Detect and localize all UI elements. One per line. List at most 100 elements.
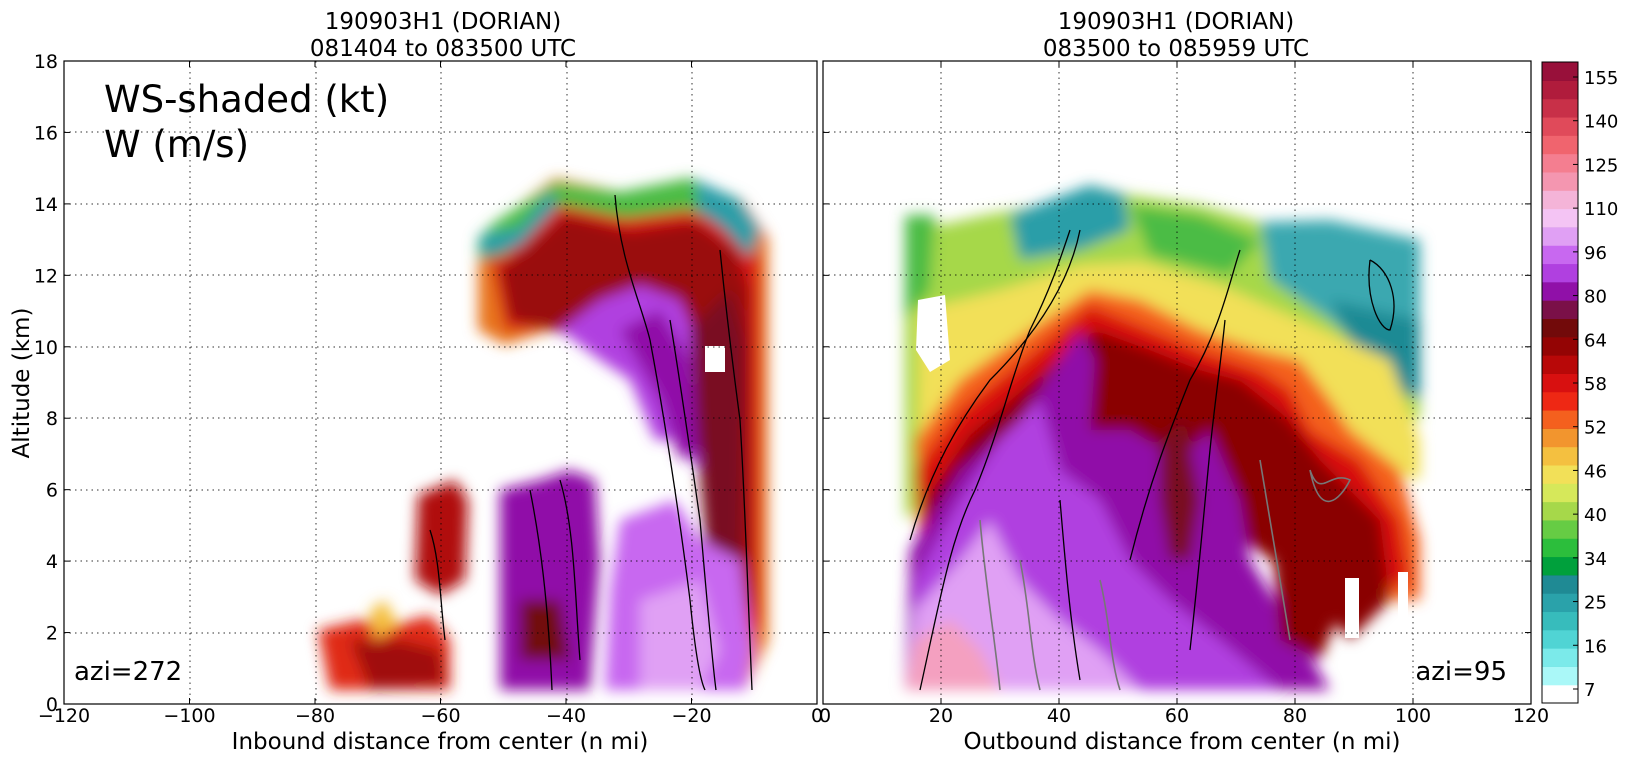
right-wind-field: [905, 185, 1420, 691]
left-x-tick-label: −100: [163, 705, 215, 727]
colorbar-tick-label: 25: [1584, 593, 1607, 614]
colorbar-tick-label: 58: [1584, 374, 1607, 395]
y-tick-label: 16: [34, 122, 58, 144]
colorbar-tick-label: 46: [1584, 461, 1607, 482]
right-x-tick-label: 40: [1047, 705, 1071, 727]
right-title-line1: 190903H1 (DORIAN): [1058, 9, 1295, 35]
right-panel: 190903H1 (DORIAN) 083500 to 085959 UTC: [819, 9, 1549, 755]
colorbar-swatch: [1542, 116, 1578, 136]
colorbar-swatch: [1542, 666, 1578, 686]
colorbar-tick-label: 155: [1584, 68, 1618, 89]
colorbar-swatch: [1542, 684, 1578, 704]
colorbar-swatch: [1542, 336, 1578, 356]
right-w-contours: [909, 229, 1395, 691]
right-x-ticks: 0 20 40 60 80 100 120: [819, 61, 1549, 727]
y-tick-label: 4: [46, 551, 58, 573]
colorbar-swatch: [1542, 80, 1578, 100]
y-tick-label: 18: [34, 51, 58, 73]
left-x-tick-label: −60: [420, 705, 460, 727]
right-x-tick-label: 120: [1513, 705, 1549, 727]
colorbar-swatch: [1542, 318, 1578, 338]
colorbar-tick-label: 125: [1584, 155, 1618, 176]
left-x-axis-label: Inbound distance from center (n mi): [232, 729, 649, 755]
right-x-axis-label: Outbound distance from center (n mi): [964, 729, 1401, 755]
left-wind-field: [318, 178, 768, 691]
colorbar-swatch: [1542, 574, 1578, 594]
colorbar-tick-label: 16: [1584, 636, 1607, 657]
colorbar-swatch: [1542, 556, 1578, 576]
colorbar-swatch: [1542, 62, 1578, 81]
left-title-line1: 190903H1 (DORIAN): [325, 9, 562, 35]
colorbar-swatch: [1542, 519, 1578, 539]
colorbar-swatch: [1542, 245, 1578, 265]
colorbar-swatches: [1542, 61, 1578, 704]
y-tick-label: 12: [34, 265, 58, 287]
colorbar-swatch: [1542, 208, 1578, 228]
left-x-tick-label: −20: [671, 705, 711, 727]
colorbar-swatch: [1542, 153, 1578, 173]
colorbar-swatch: [1542, 391, 1578, 411]
colorbar-tick-label: 110: [1584, 199, 1618, 220]
colorbar-swatch: [1542, 281, 1578, 301]
right-azimuth-label: azi=95: [1415, 657, 1507, 687]
colorbar-swatch: [1542, 135, 1578, 155]
colorbar-swatch: [1542, 483, 1578, 503]
right-x-tick-label: 80: [1283, 705, 1307, 727]
right-x-tick-label: 100: [1395, 705, 1431, 727]
colorbar-swatch: [1542, 263, 1578, 283]
y-tick-label: 10: [34, 337, 58, 359]
left-panel: 190903H1 (DORIAN) 081404 to 083500 UTC: [9, 9, 1531, 755]
right-x-tick-label: 0: [819, 705, 831, 727]
right-title-line2: 083500 to 085959 UTC: [1043, 36, 1309, 62]
colorbar-swatch: [1542, 428, 1578, 448]
right-grid: [823, 61, 1531, 704]
left-x-tick-label: −40: [546, 705, 586, 727]
right-x-tick-label: 60: [1165, 705, 1189, 727]
colorbar-swatch: [1542, 629, 1578, 649]
left-title-line2: 081404 to 083500 UTC: [310, 36, 576, 62]
colorbar-tick-label: 40: [1584, 505, 1607, 526]
y-tick-label: 8: [46, 408, 58, 430]
colorbar-swatch: [1542, 464, 1578, 484]
right-w-contours-negative: [979, 459, 1352, 691]
colorbar-swatch: [1542, 373, 1578, 393]
colorbar-tick-label: 140: [1584, 112, 1618, 133]
left-x-ticks: −120 −100 −80 −60 −40 −20 0: [38, 61, 823, 727]
y-axis-label: Altitude (km): [9, 308, 35, 459]
colorbar-swatch: [1542, 446, 1578, 466]
colorbar-swatch: [1542, 98, 1578, 118]
left-w-contours: [429, 194, 753, 691]
colorbar-swatch: [1542, 355, 1578, 374]
colorbar-swatch: [1542, 171, 1578, 191]
colorbar-tick-label: 34: [1584, 549, 1607, 570]
colorbar-swatch: [1542, 593, 1578, 613]
colorbar-swatch: [1542, 226, 1578, 246]
y-tick-label: 6: [46, 480, 58, 502]
colorbar-swatch: [1542, 648, 1578, 667]
colorbar: 7 16 25 34 40 46 52 58 64 80 96 110 125 140 155: [1541, 61, 1618, 704]
annotation-w: W (m/s): [104, 123, 249, 166]
y-tick-label: 14: [34, 194, 58, 216]
left-x-tick-label: −120: [38, 705, 90, 727]
colorbar-swatch: [1542, 501, 1578, 521]
colorbar-tick-labels: 7 16 25 34 40 46 52 58 64 80 96 110 125 140 155: [1573, 68, 1618, 701]
colorbar-tick-label: 52: [1584, 418, 1607, 439]
left-x-tick-label: 0: [811, 705, 823, 727]
left-grid: [64, 61, 817, 704]
colorbar-swatch: [1542, 538, 1578, 558]
right-x-tick-label: 20: [929, 705, 953, 727]
colorbar-swatch: [1542, 409, 1578, 429]
colorbar-swatch: [1542, 300, 1578, 319]
annotation-ws-shaded: WS-shaded (kt): [104, 78, 389, 121]
left-azimuth-label: azi=272: [74, 657, 182, 687]
y-tick-label: 2: [46, 623, 58, 645]
colorbar-swatch: [1542, 611, 1578, 631]
left-x-tick-label: −80: [295, 705, 335, 727]
left-y-ticks: 0 2 4 6 8 10 12 14 16 18: [34, 51, 1531, 716]
colorbar-swatch: [1542, 190, 1578, 210]
y-tick-label: 0: [46, 694, 58, 716]
colorbar-tick-label: 7: [1584, 680, 1595, 701]
colorbar-tick-label: 80: [1584, 287, 1607, 308]
colorbar-tick-label: 64: [1584, 330, 1607, 351]
